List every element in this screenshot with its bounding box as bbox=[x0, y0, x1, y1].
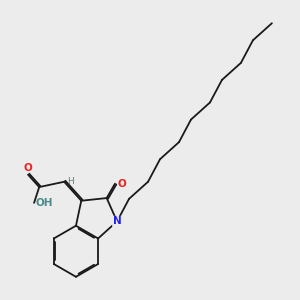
Text: OH: OH bbox=[36, 198, 53, 208]
Text: O: O bbox=[24, 163, 32, 173]
Text: H: H bbox=[68, 177, 74, 186]
Text: O: O bbox=[118, 179, 126, 189]
Text: N: N bbox=[113, 216, 122, 226]
